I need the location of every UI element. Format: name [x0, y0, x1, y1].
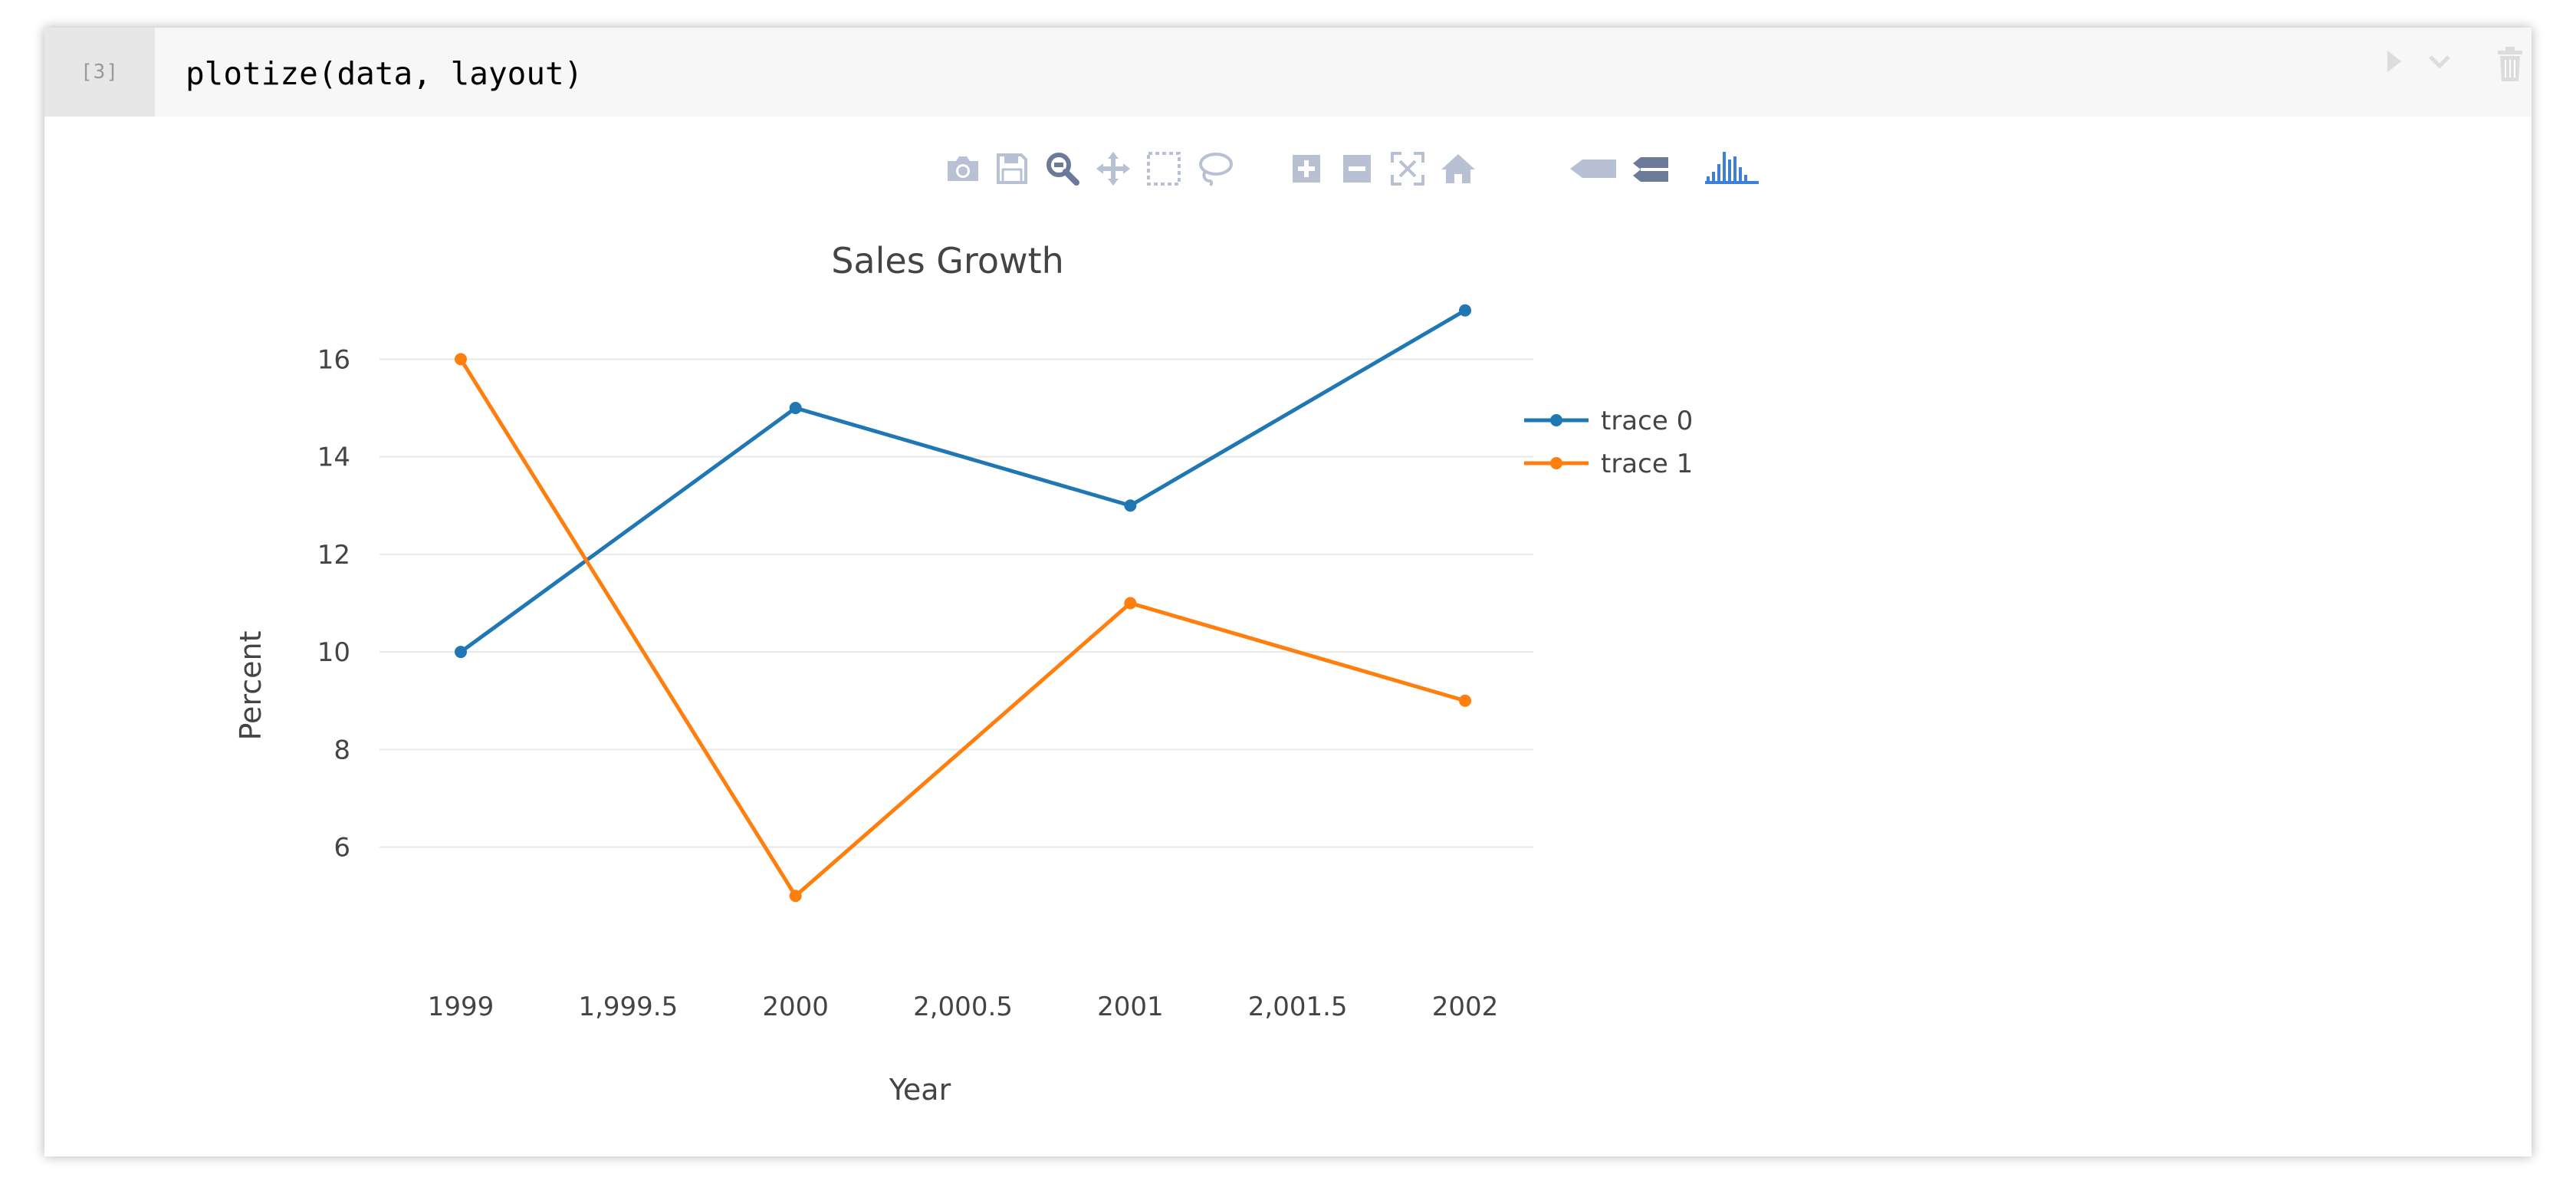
y-tick-label: 14 [317, 442, 350, 473]
x-tick-label: 2,000.5 [913, 992, 1013, 1022]
data-point [789, 890, 802, 903]
run-icon[interactable] [2383, 46, 2406, 77]
zoom-out-icon[interactable] [1334, 146, 1380, 192]
y-tick-label: 8 [334, 735, 350, 765]
y-tick-label: 12 [317, 540, 350, 571]
zoom-in-icon[interactable] [1283, 146, 1329, 192]
x-tick-label: 2000 [762, 992, 829, 1022]
x-axis-label: Year [889, 1073, 951, 1107]
data-point [1124, 499, 1137, 512]
zoom-icon[interactable] [1040, 146, 1086, 192]
data-point [455, 646, 467, 659]
line-chart: 6 8 10 12 14 16 1999 1,999.5 2000 2,000.5 2001 2,00… [234, 240, 1693, 1107]
legend-label-1: trace 1 [1601, 449, 1693, 479]
trash-icon[interactable] [2496, 46, 2524, 83]
chevron-down-icon[interactable] [2424, 46, 2455, 77]
code-text[interactable]: plotize(data, layout) [186, 55, 583, 92]
reset-axes-icon[interactable] [1435, 146, 1481, 192]
y-axis-label: Percent [234, 631, 268, 741]
autoscale-icon[interactable] [1385, 146, 1431, 192]
code-editor[interactable]: plotize(data, layout) [155, 28, 2532, 117]
hover-compare-icon[interactable] [1627, 146, 1673, 192]
data-point [1459, 694, 1471, 707]
chart-title: Sales Growth [831, 240, 1064, 281]
save-icon[interactable] [989, 146, 1035, 192]
data-point [1124, 597, 1137, 610]
x-tick-label: 2,001.5 [1248, 992, 1348, 1022]
box-select-icon[interactable] [1141, 146, 1187, 192]
cell-prompt: [3] [44, 28, 155, 117]
x-tick-label: 2002 [1432, 992, 1499, 1022]
legend-marker-1 [1550, 457, 1562, 469]
y-tick-label: 6 [334, 833, 350, 864]
lasso-select-icon[interactable] [1191, 146, 1237, 192]
x-tick-label: 2001 [1097, 992, 1164, 1022]
notebook-cell: [3] plotize(data, layout) [44, 28, 2532, 1156]
y-tick-label: 10 [317, 637, 350, 668]
legend-marker-0 [1550, 414, 1562, 426]
legend-label-0: trace 0 [1601, 406, 1693, 436]
series-line-0 [459, 308, 1467, 654]
pan-icon[interactable] [1090, 146, 1136, 192]
data-point [1459, 304, 1471, 317]
camera-icon[interactable] [940, 146, 986, 192]
series-line-1 [458, 358, 1466, 898]
x-tick-label: 1999 [428, 992, 495, 1022]
plotly-logo-icon[interactable] [1702, 146, 1760, 192]
data-point [455, 353, 467, 366]
hover-closest-icon[interactable] [1561, 146, 1622, 192]
data-point [789, 401, 802, 414]
x-tick-label: 1,999.5 [578, 992, 678, 1022]
y-tick-label: 16 [317, 344, 350, 375]
